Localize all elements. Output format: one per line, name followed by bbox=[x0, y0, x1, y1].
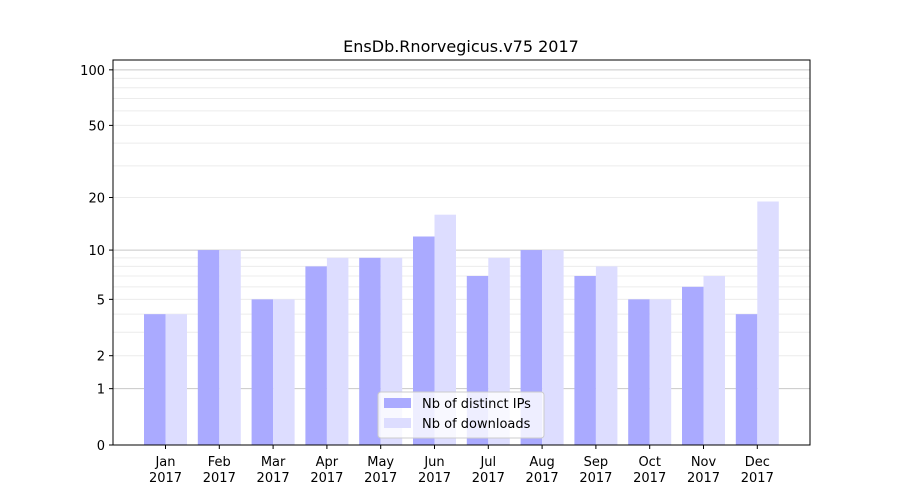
x-tick-label: May bbox=[367, 455, 394, 470]
bar-downloads bbox=[165, 314, 187, 445]
x-tick-label: 2017 bbox=[633, 471, 666, 486]
x-tick-label: Feb bbox=[208, 455, 231, 470]
y-tick-label: 20 bbox=[88, 192, 105, 207]
legend-swatch bbox=[384, 398, 411, 408]
bar-downloads bbox=[757, 201, 779, 445]
bar-distinct-ips bbox=[305, 266, 327, 445]
legend-swatch bbox=[384, 418, 411, 428]
x-tick-label: Dec bbox=[745, 455, 770, 470]
x-tick-label: 2017 bbox=[687, 471, 720, 486]
y-tick-label: 10 bbox=[88, 244, 105, 259]
bar-distinct-ips bbox=[197, 250, 220, 445]
x-tick-label: 2017 bbox=[526, 471, 559, 486]
x-tick-label: Aug bbox=[529, 455, 554, 470]
y-tick-label: 0 bbox=[97, 439, 105, 454]
legend-label: Nb of distinct IPs bbox=[422, 397, 531, 412]
bar-downloads bbox=[542, 250, 564, 445]
bar-distinct-ips bbox=[735, 314, 758, 445]
x-tick-label: Oct bbox=[638, 455, 660, 470]
x-tick-label: 2017 bbox=[579, 471, 612, 486]
bar-distinct-ips bbox=[359, 257, 381, 445]
x-tick-label: 2017 bbox=[364, 471, 397, 486]
bar-downloads bbox=[649, 299, 672, 445]
bar-downloads bbox=[595, 266, 618, 445]
x-tick-label: Jul bbox=[479, 455, 496, 470]
x-tick-label: Mar bbox=[261, 455, 286, 470]
x-tick-label: Sep bbox=[584, 455, 609, 470]
chart-title: EnsDb.Rnorvegicus.v75 2017 bbox=[343, 37, 579, 56]
legend: Nb of distinct IPs Nb of downloads bbox=[377, 391, 545, 439]
legend-box bbox=[377, 391, 545, 439]
x-tick-label: 2017 bbox=[472, 471, 505, 486]
x-tick-label: 2017 bbox=[741, 471, 774, 486]
y-tick-label: 50 bbox=[88, 119, 105, 134]
x-tick-label: 2017 bbox=[257, 471, 290, 486]
bar-distinct-ips bbox=[251, 299, 274, 445]
bar-distinct-ips bbox=[682, 286, 704, 445]
x-tick-label: Apr bbox=[316, 455, 339, 470]
bar-downloads bbox=[434, 214, 456, 445]
y-tick-label: 100 bbox=[80, 64, 105, 79]
x-tick-label: 2017 bbox=[203, 471, 236, 486]
plot-area-frame bbox=[112, 59, 811, 446]
bar-downloads bbox=[326, 257, 349, 445]
bar-distinct-ips bbox=[574, 275, 596, 445]
x-tick-label: Jun bbox=[423, 455, 444, 470]
y-tick-label: 5 bbox=[97, 293, 105, 308]
y-tick-label: 1 bbox=[97, 383, 105, 398]
bar-downloads bbox=[273, 299, 295, 445]
legend-label: Nb of downloads bbox=[422, 417, 531, 432]
x-tick-label: Nov bbox=[691, 455, 717, 470]
bar-distinct-ips bbox=[628, 299, 650, 445]
bar-downloads bbox=[219, 250, 241, 445]
x-tick-label: Jan bbox=[154, 455, 175, 470]
x-tick-label: 2017 bbox=[418, 471, 451, 486]
x-tick-label: 2017 bbox=[310, 471, 343, 486]
bar-downloads bbox=[703, 275, 725, 445]
y-tick-label: 2 bbox=[97, 350, 105, 365]
x-tick-label: 2017 bbox=[149, 471, 182, 486]
bar-distinct-ips bbox=[144, 314, 166, 445]
